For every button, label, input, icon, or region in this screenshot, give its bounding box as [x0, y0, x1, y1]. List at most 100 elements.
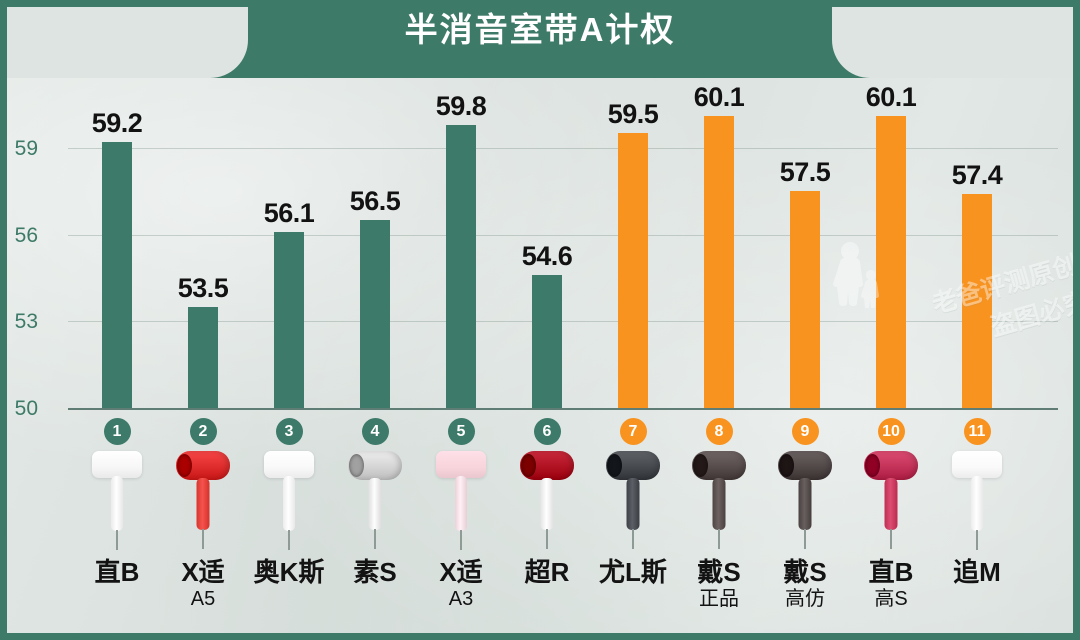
rank-badge-11: 11 — [963, 418, 991, 445]
rank-badge-8: 8 — [705, 418, 733, 445]
hairdryer-darkred-round — [516, 451, 578, 555]
category-column-1[interactable]: 1 直B — [71, 412, 163, 587]
dryer-cord — [374, 529, 376, 549]
category-label-1: 直B — [94, 557, 140, 587]
product-image-slot — [673, 449, 765, 557]
bar-9[interactable] — [790, 191, 820, 408]
product-image-slot — [329, 449, 421, 557]
bar-1[interactable] — [102, 142, 132, 408]
dryer-nozzle — [349, 454, 364, 477]
product-image-slot — [759, 449, 851, 557]
dryer-barrel — [264, 451, 314, 478]
dryer-barrel — [606, 451, 660, 480]
category-label-8: 戴S — [697, 557, 741, 587]
y-axis-tick-50: 50 — [14, 397, 38, 420]
bar-value-7: 59.5 — [607, 99, 659, 130]
category-column-7[interactable]: 7 尤L斯 — [587, 412, 679, 587]
product-image-slot — [931, 449, 1023, 557]
dryer-cord — [546, 529, 548, 549]
bar-value-6: 54.6 — [521, 241, 573, 272]
product-image-slot — [415, 449, 507, 557]
bar-8[interactable] — [704, 116, 734, 408]
bar-value-3: 56.1 — [263, 197, 315, 228]
category-column-5[interactable]: 5 X适 A3 — [415, 412, 507, 611]
gridline — [68, 147, 1058, 149]
dryer-barrel — [778, 451, 832, 480]
category-label-3: 奥K斯 — [253, 557, 325, 587]
category-column-3[interactable]: 3 奥K斯 — [243, 412, 335, 587]
dryer-nozzle — [177, 454, 192, 477]
rank-badge-6: 6 — [533, 418, 561, 445]
rank-badge-5: 5 — [447, 418, 475, 445]
bar-value-2: 53.5 — [177, 272, 229, 303]
dryer-cord — [890, 529, 892, 549]
title-banner — [0, 0, 1080, 78]
page-title: 半消音室带A计权 — [404, 11, 676, 48]
rank-badge-4: 4 — [361, 418, 389, 445]
rank-badge-1: 1 — [103, 418, 131, 445]
bar-4[interactable] — [360, 220, 390, 408]
category-label-10: 直B — [868, 557, 914, 587]
bar-2[interactable] — [188, 306, 218, 408]
bar-value-11: 57.4 — [951, 160, 1003, 191]
hairdryer-white-box — [258, 451, 320, 555]
product-image-slot — [71, 449, 163, 557]
bar-6[interactable] — [532, 275, 562, 408]
dryer-barrel — [864, 451, 918, 480]
dryer-handle — [626, 478, 640, 530]
category-label-9: 戴S — [783, 557, 827, 587]
category-column-4[interactable]: 4 素S — [329, 412, 421, 587]
dryer-cord — [804, 529, 806, 549]
hairdryer-darkgray-round — [602, 451, 664, 555]
axis-baseline — [68, 408, 1058, 410]
product-image-slot — [501, 449, 593, 557]
dryer-barrel — [952, 451, 1002, 478]
dryer-nozzle — [693, 454, 708, 477]
dryer-handle — [455, 476, 467, 531]
category-column-8[interactable]: 8 戴S 正品 — [673, 412, 765, 611]
category-column-11[interactable]: 11 追M — [931, 412, 1023, 587]
y-axis-tick-59: 59 — [14, 136, 38, 160]
dryer-barrel — [520, 451, 574, 480]
dryer-handle — [196, 478, 210, 530]
category-column-2[interactable]: 2 X适 A5 — [157, 412, 249, 611]
dryer-cord — [202, 529, 204, 549]
category-column-6[interactable]: 6 超R — [501, 412, 593, 587]
product-image-slot — [157, 449, 249, 557]
rank-badge-2: 2 — [189, 418, 217, 445]
dryer-handle — [712, 478, 726, 530]
banner-notch-left — [0, 0, 248, 78]
category-label-6: 超R — [524, 557, 570, 587]
category-label-7: 尤L斯 — [599, 557, 667, 587]
dryer-handle — [971, 476, 983, 531]
category-sublabel-2: A5 — [190, 588, 216, 610]
category-column-9[interactable]: 9 戴S 高仿 — [759, 412, 851, 611]
category-column-10[interactable]: 10 直B 高S — [845, 412, 937, 611]
dryer-cord — [718, 529, 720, 549]
gridline — [68, 321, 1058, 323]
y-axis-tick-56: 56 — [14, 223, 38, 247]
category-sublabel-9: 高仿 — [785, 588, 825, 610]
product-image-slot — [587, 449, 679, 557]
hairdryer-magenta-round — [860, 451, 922, 555]
y-axis-tick-53: 53 — [14, 310, 38, 334]
bar-3[interactable] — [274, 231, 304, 408]
rank-badge-3: 3 — [275, 418, 303, 445]
bar-11[interactable] — [962, 194, 992, 408]
bar-5[interactable] — [446, 124, 476, 408]
dryer-barrel — [92, 451, 142, 478]
dryer-nozzle — [521, 454, 536, 477]
dryer-cord — [460, 530, 462, 550]
dryer-handle — [798, 478, 812, 530]
hairdryer-gray-round — [774, 451, 836, 555]
bar-value-4: 56.5 — [349, 186, 401, 217]
bar-10[interactable] — [876, 116, 906, 408]
category-label-4: 素S — [353, 557, 397, 587]
dryer-nozzle — [865, 454, 880, 477]
dryer-barrel — [176, 451, 230, 480]
bar-value-8: 60.1 — [693, 82, 745, 113]
dryer-cord — [116, 530, 118, 550]
product-image-slot — [845, 449, 937, 557]
dryer-barrel — [348, 451, 402, 480]
bar-7[interactable] — [618, 133, 648, 408]
